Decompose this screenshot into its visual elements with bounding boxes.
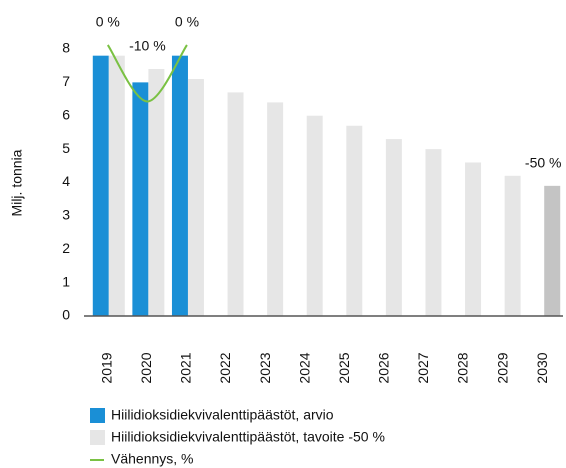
bar — [385, 139, 402, 316]
x-tick-label: 2024 — [296, 352, 312, 383]
legend-swatch — [90, 430, 105, 445]
x-tick-label: 2022 — [217, 352, 233, 383]
bar — [108, 55, 125, 317]
y-axis-title: Milj. tonnia — [9, 149, 25, 216]
y-tick-label: 0 — [62, 307, 70, 323]
x-tick-label: 2020 — [138, 352, 154, 383]
x-tick-label: 2023 — [257, 352, 273, 383]
data-label: 0 % — [175, 14, 199, 30]
line — [106, 44, 188, 103]
y-tick-label: 5 — [62, 140, 70, 156]
bar — [544, 185, 561, 316]
x-tick-label: 2019 — [98, 352, 114, 383]
x-tick-label: 2021 — [178, 352, 194, 383]
y-tick-label: 4 — [62, 173, 70, 189]
x-tick-label: 2029 — [494, 352, 510, 383]
bar — [306, 115, 323, 316]
x-tick-label: 2026 — [376, 352, 392, 383]
legend-label: Hiilidioksidiekvivalenttipäästöt, arvio — [111, 407, 334, 423]
legend-label: Hiilidioksidiekvivalenttipäästöt, tavoit… — [111, 429, 385, 445]
bar — [425, 149, 442, 316]
x-tick-label: 2027 — [415, 352, 431, 383]
bar — [267, 102, 284, 317]
bar — [187, 79, 204, 316]
bar — [132, 82, 149, 316]
legend-swatch — [90, 408, 105, 423]
data-label: -50 % — [525, 155, 562, 171]
bar — [504, 175, 521, 316]
bar — [92, 55, 109, 317]
bar — [148, 69, 165, 317]
y-tick-label: 2 — [62, 240, 70, 256]
bar — [465, 162, 482, 316]
y-tick-label: 6 — [62, 106, 70, 122]
y-tick-label: 3 — [62, 207, 70, 223]
legend-label: Vähennys, % — [111, 451, 194, 467]
y-tick-label: 7 — [62, 73, 70, 89]
y-tick-label: 1 — [62, 273, 70, 289]
data-label: 0 % — [96, 14, 120, 30]
x-tick-label: 2030 — [534, 352, 550, 383]
bar — [171, 55, 188, 317]
x-tick-label: 2028 — [455, 352, 471, 383]
bar — [227, 92, 244, 316]
data-label: -10 % — [129, 38, 166, 54]
bar — [346, 125, 363, 316]
x-tick-label: 2025 — [336, 352, 352, 383]
y-tick-label: 8 — [62, 40, 70, 56]
